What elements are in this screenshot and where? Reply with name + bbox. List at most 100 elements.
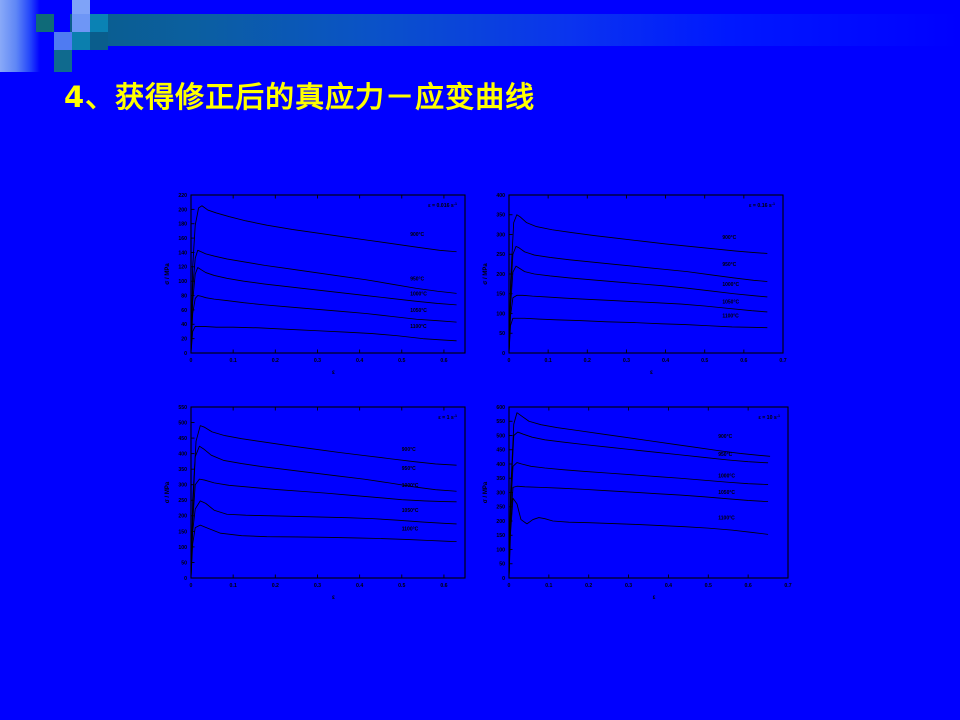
header-square — [72, 14, 90, 32]
series-label: 1050°C — [402, 508, 419, 514]
y-tick-label: 200 — [496, 519, 505, 525]
strain-rate-annotation: ε = 10 s-1 — [758, 414, 780, 421]
curve-1000c — [190, 478, 457, 579]
x-tick-label: 0.5 — [705, 583, 712, 589]
header-square — [54, 50, 72, 72]
header-square — [90, 32, 108, 50]
x-tick-label: 0 — [190, 583, 193, 589]
series-label: 900°C — [410, 232, 424, 238]
x-tick-label: 0.6 — [740, 358, 747, 364]
series-label: 1000°C — [402, 483, 419, 489]
y-tick-label: 550 — [178, 405, 187, 411]
x-tick-label: 0.3 — [623, 358, 630, 364]
curve-900c — [190, 425, 457, 579]
curve-900c — [508, 214, 768, 354]
curve-1050c — [508, 294, 768, 354]
header-square — [54, 0, 72, 14]
x-tick-label: 0.3 — [314, 583, 321, 589]
y-axis-label: σ / MPa — [165, 481, 171, 503]
chart-top-right: 0 0.1 0.2 0.3 0.4 0.5 0.6 0.7 0 50 100 150 200 250 300… — [473, 185, 793, 385]
series-label: 1100°C — [722, 313, 739, 319]
curve-900c — [508, 412, 771, 579]
curve-1000c — [508, 462, 769, 579]
y-tick-label: 0 — [184, 351, 187, 357]
y-axis-label: σ / MPa — [483, 263, 489, 285]
y-tick-label: 60 — [181, 308, 187, 314]
x-tick-label: 0.4 — [662, 358, 669, 364]
y-tick-label: 140 — [178, 250, 187, 256]
series-label: 1050°C — [718, 490, 735, 496]
y-tick-label: 100 — [178, 279, 187, 285]
series-label: 900°C — [718, 434, 732, 440]
x-tick-label: 0.2 — [584, 358, 591, 364]
y-tick-label: 400 — [496, 193, 505, 199]
y-tick-label: 550 — [496, 419, 505, 425]
curve-950c — [190, 249, 457, 354]
chart-canvas: 0 0.1 0.2 0.3 0.4 0.5 0.6 0 20 40 60 80 100 120 140 160… — [165, 193, 466, 376]
x-tick-label: 0.1 — [545, 583, 552, 589]
series-label: 950°C — [402, 466, 416, 472]
chart-bottom-right: 0 0.1 0.2 0.3 0.4 0.5 0.6 0.7 0 50 100 150 200 250 300… — [473, 397, 798, 610]
y-tick-label: 20 — [181, 337, 187, 343]
y-tick-label: 150 — [496, 533, 505, 539]
y-tick-label: 160 — [178, 236, 187, 242]
chart-canvas: 0 0.1 0.2 0.3 0.4 0.5 0.6 0 50 100 150 200 250 300 350… — [165, 405, 466, 601]
series-label: 1100°C — [402, 526, 419, 532]
series-label: 950°C — [722, 262, 736, 268]
curve-1100c — [190, 326, 457, 354]
series-label: 1000°C — [718, 474, 735, 480]
x-tick-label: 0.7 — [779, 358, 786, 364]
x-tick-label: 0 — [508, 358, 511, 364]
chart-grid: 0 0.1 0.2 0.3 0.4 0.5 0.6 0 20 40 60 80 100 120 140 160… — [155, 185, 805, 610]
y-tick-label: 350 — [496, 476, 505, 482]
curve-950c — [190, 445, 457, 579]
curve-1100c — [508, 317, 768, 354]
strain-rate-annotation: ε = 0.016 s-1 — [428, 202, 457, 209]
curve-1050c — [508, 485, 769, 579]
plot-frame — [190, 406, 466, 579]
series-label: 1100°C — [718, 516, 735, 522]
x-tick-label: 0.5 — [398, 583, 405, 589]
x-tick-label: 0.5 — [701, 358, 708, 364]
header-band — [0, 0, 960, 72]
curve-1000c — [508, 265, 768, 354]
y-tick-label: 300 — [496, 490, 505, 496]
header-square — [54, 32, 72, 50]
y-tick-label: 300 — [178, 483, 187, 489]
y-tick-label: 200 — [178, 514, 187, 520]
y-tick-label: 350 — [178, 467, 187, 473]
x-axis-label: ε — [650, 370, 653, 376]
y-tick-label: 40 — [181, 322, 187, 328]
series-label: 1100°C — [410, 324, 427, 330]
series-label: 900°C — [402, 447, 416, 453]
y-tick-label: 250 — [496, 252, 505, 258]
curve-1050c — [190, 295, 457, 354]
curve-950c — [508, 245, 768, 354]
header-square — [72, 32, 90, 50]
x-tick-label: 0.4 — [356, 583, 363, 589]
y-tick-label: 450 — [496, 448, 505, 454]
y-tick-label: 450 — [178, 436, 187, 442]
header-left-fade — [0, 0, 40, 72]
chart-bottom-left: 0 0.1 0.2 0.3 0.4 0.5 0.6 0 50 100 150 200 250 300 350… — [155, 397, 475, 610]
curve-1050c — [190, 500, 457, 579]
x-tick-label: 0.3 — [314, 358, 321, 364]
x-tick-label: 0 — [190, 358, 193, 364]
y-tick-label: 500 — [496, 433, 505, 439]
y-tick-label: 250 — [496, 505, 505, 511]
y-tick-label: 400 — [496, 462, 505, 468]
plot-frame — [508, 194, 784, 354]
series-label: 950°C — [410, 276, 424, 282]
curve-1000c — [190, 267, 457, 354]
y-tick-label: 350 — [496, 213, 505, 219]
series-label: 1050°C — [410, 308, 427, 314]
x-tick-label: 0.6 — [440, 358, 447, 364]
x-tick-label: 0.4 — [665, 583, 672, 589]
header-square — [90, 14, 108, 32]
y-tick-label: 400 — [178, 452, 187, 458]
y-tick-label: 300 — [496, 232, 505, 238]
x-axis-label: ε — [653, 595, 656, 601]
y-tick-label: 0 — [502, 351, 505, 357]
page-title: 4、获得修正后的真应力－应变曲线 — [64, 80, 536, 114]
x-tick-label: 0.2 — [272, 358, 279, 364]
